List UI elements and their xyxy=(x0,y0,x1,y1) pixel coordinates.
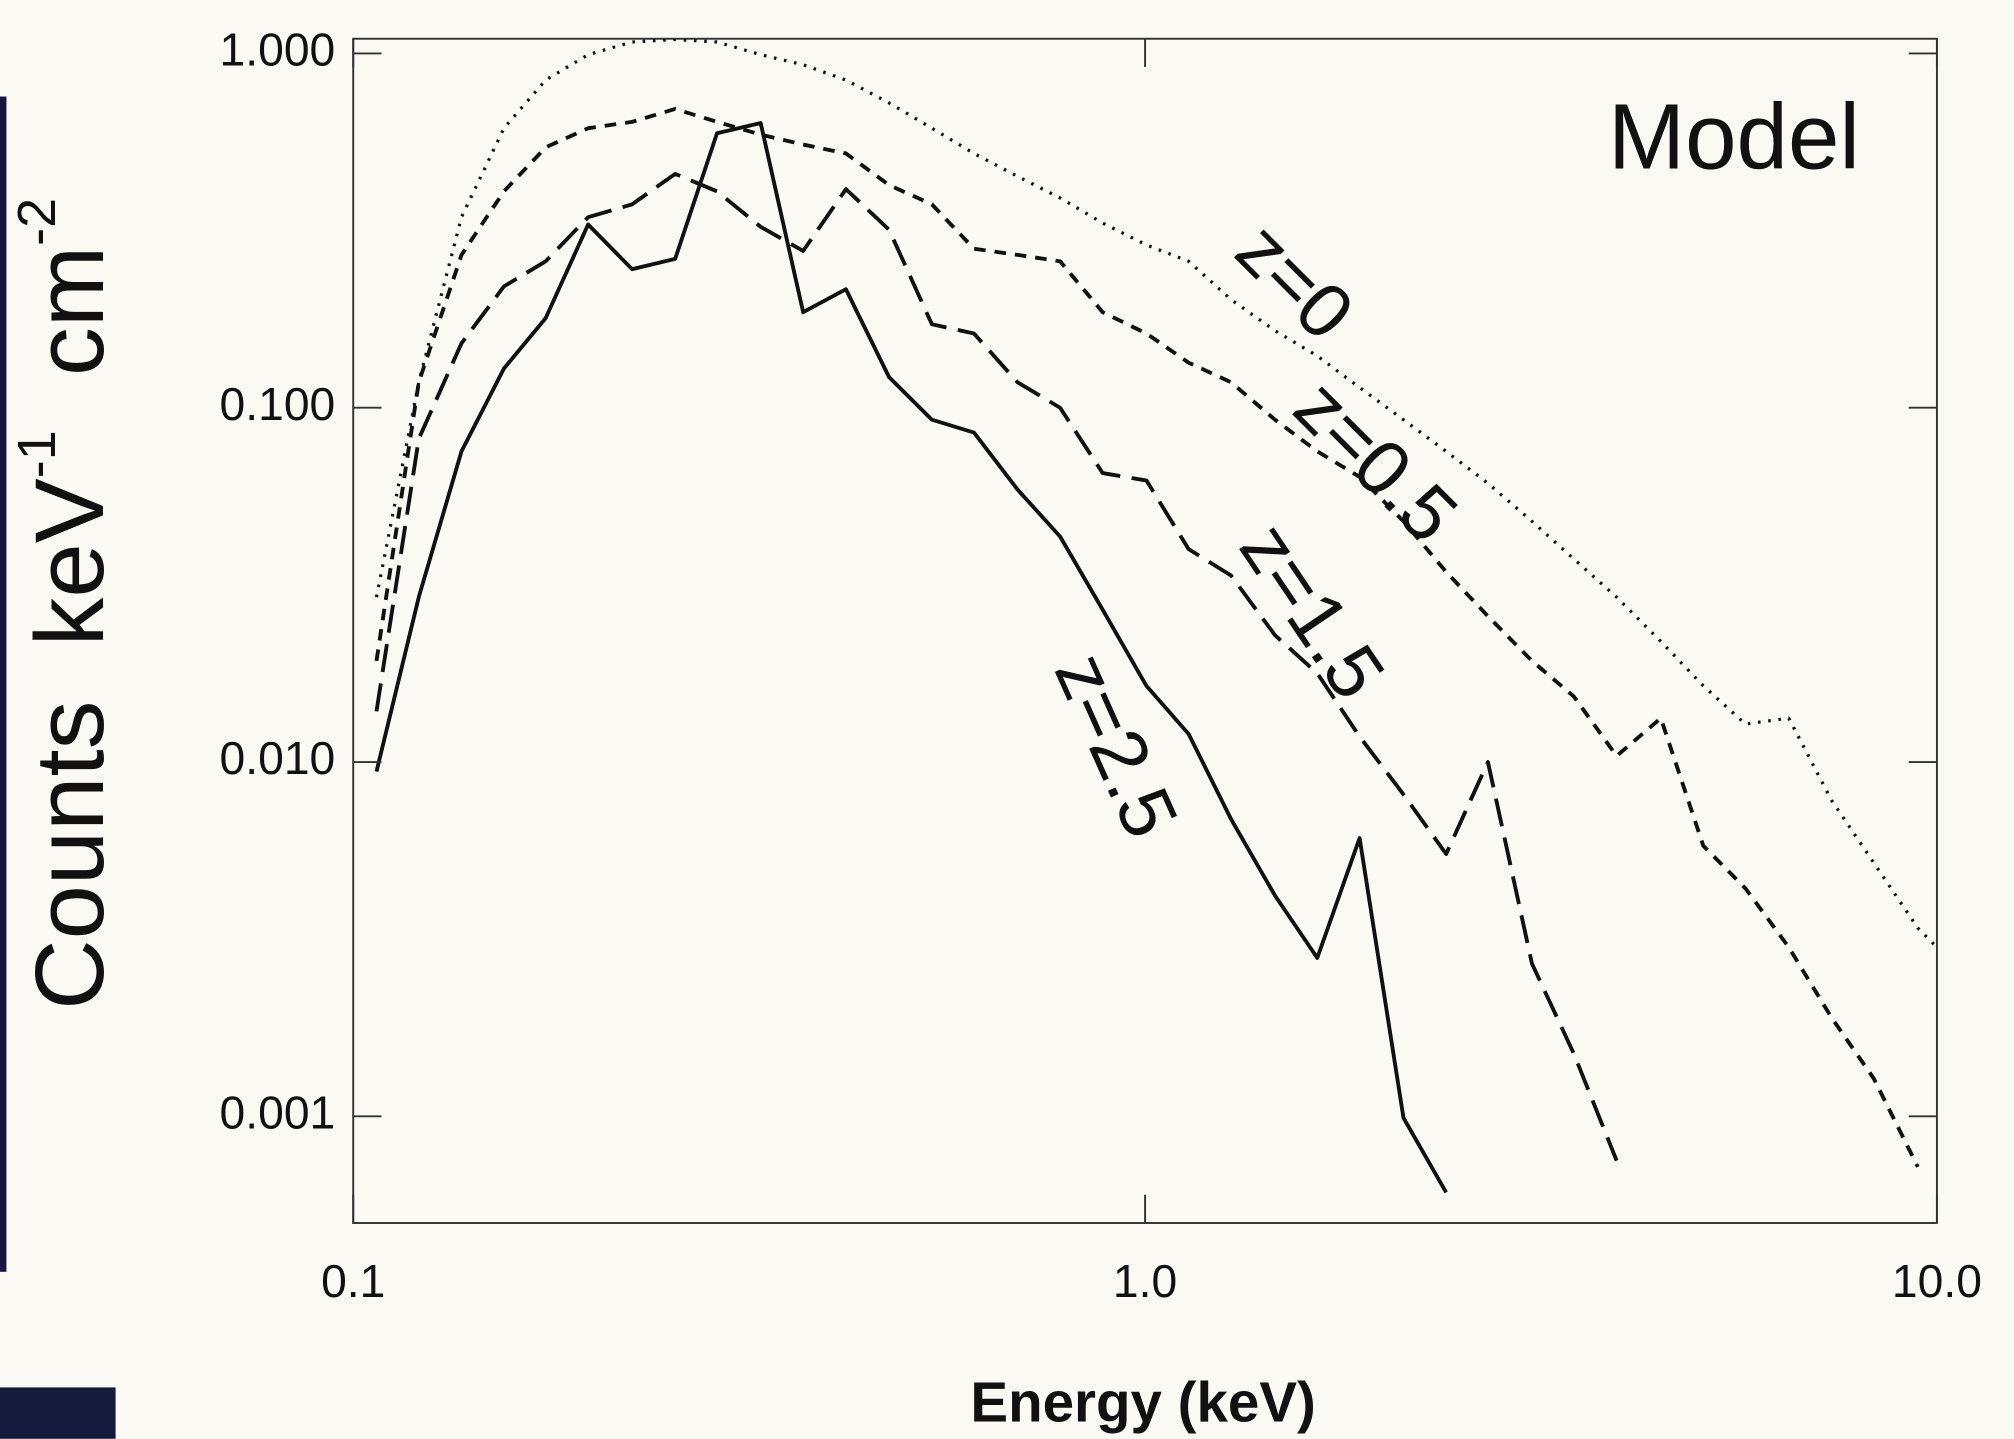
side-strip xyxy=(0,97,6,1272)
x-tick-label: 0.1 xyxy=(321,1255,385,1307)
y-tick-label: 0.100 xyxy=(220,378,336,430)
y-axis-label-exponent: -1 xyxy=(7,430,67,478)
x-axis-label: Energy (keV) xyxy=(970,1371,1315,1434)
y-axis-label: Counts keV-1 cm-2 xyxy=(7,198,123,1010)
x-tick-label: 10.0 xyxy=(1892,1255,1982,1307)
y-axis-label-part: Counts keV xyxy=(15,478,124,1010)
y-tick-label: 0.001 xyxy=(220,1087,336,1139)
logo xyxy=(0,1387,116,1438)
y-axis-label-exponent: -2 xyxy=(7,198,67,246)
y-tick-label: 0.010 xyxy=(220,732,336,784)
y-tick-label: 1.000 xyxy=(220,24,336,76)
chart: Model Energy (keV) Counts keV-1 cm-2 1.0… xyxy=(0,0,2014,1439)
y-axis-label-part: cm xyxy=(15,246,124,430)
annotation: Model xyxy=(1608,84,1860,188)
page: {"chart_data": { "type": "line", "xlabel… xyxy=(0,0,2014,1439)
x-tick-label: 1.0 xyxy=(1113,1255,1177,1307)
